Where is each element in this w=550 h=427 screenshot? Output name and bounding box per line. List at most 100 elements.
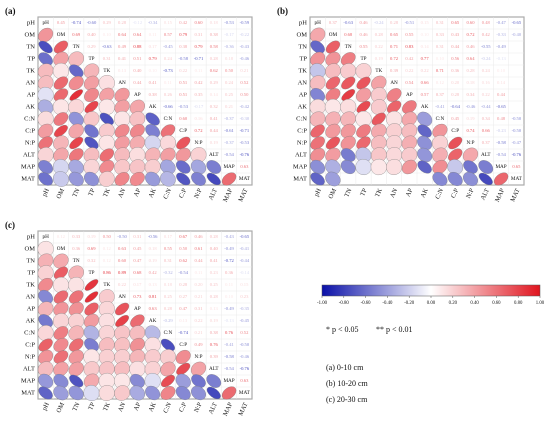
coefficient: 0.44 <box>497 92 506 97</box>
correlation-ellipse <box>206 374 222 388</box>
coefficient: 0.79 <box>149 56 158 61</box>
correlation-ellipse <box>478 160 494 174</box>
correlation-ellipse <box>417 124 432 138</box>
correlation-ellipse <box>69 89 83 101</box>
correlation-ellipse <box>53 338 69 352</box>
correlation-ellipse <box>462 147 479 163</box>
row-label: MAT <box>293 175 307 182</box>
column-label: C:N <box>434 187 445 200</box>
column-label: TN <box>71 401 81 412</box>
correlation-ellipse <box>53 350 69 364</box>
coefficient: 0.28 <box>210 56 219 61</box>
coefficient: 0.11 <box>195 270 204 275</box>
colorbar-tick-label: 0.60 <box>492 301 501 306</box>
coefficient: 0.44 <box>451 44 460 49</box>
row-label: pH <box>27 19 35 26</box>
coefficient: 0.46 <box>194 234 203 239</box>
coefficient: -0.17 <box>224 32 234 37</box>
diagonal-label: TN <box>73 258 80 264</box>
correlation-ellipse <box>83 111 100 127</box>
coefficient: 0.21 <box>194 330 203 335</box>
coefficient: -0.32 <box>163 270 173 275</box>
panel-label: (c) <box>5 220 15 230</box>
coefficient: 0.12 <box>103 246 112 251</box>
coefficient: -0.49 <box>224 246 234 251</box>
diagonal-label: C:P <box>179 128 187 134</box>
correlation-ellipse <box>176 362 191 376</box>
coefficient: 0.38 <box>149 92 158 97</box>
coefficient: -0.24 <box>481 56 491 61</box>
coefficient: 0.51 <box>179 80 188 85</box>
correlation-ellipse <box>38 123 54 139</box>
coefficient: -0.47 <box>512 140 522 145</box>
diagonal-label: OM <box>329 32 338 38</box>
coefficient: 0.48 <box>482 20 491 25</box>
row-label: TP <box>27 269 35 276</box>
coefficient: 0.37 <box>482 140 491 145</box>
correlation-ellipse <box>38 314 53 328</box>
coefficient: 0.68 <box>133 270 142 275</box>
coefficient: -0.46 <box>240 354 250 359</box>
correlation-ellipse <box>129 337 145 353</box>
correlation-ellipse <box>340 52 356 66</box>
coefficient: 0.22 <box>421 68 430 73</box>
column-label: MAT <box>509 187 521 202</box>
correlation-ellipse <box>53 361 69 377</box>
coefficient: 0.28 <box>179 282 188 287</box>
correlation-ellipse <box>145 385 161 401</box>
correlation-ellipse <box>69 64 84 78</box>
correlation-ellipse <box>69 338 84 352</box>
correlation-ellipse <box>68 385 84 401</box>
coefficient: 0.42 <box>482 32 491 37</box>
coefficient: -0.44 <box>240 258 250 263</box>
correlation-ellipse <box>417 160 432 174</box>
coefficient: -0.13 <box>496 56 506 61</box>
correlation-ellipse <box>129 385 146 401</box>
row-label: pH <box>27 233 35 240</box>
correlation-ellipse <box>129 360 146 378</box>
coefficient: 0.48 <box>497 116 506 121</box>
coefficient: 0.29 <box>210 80 219 85</box>
coefficient: 0.31 <box>436 20 445 25</box>
coefficient: -0.50 <box>240 342 250 347</box>
correlation-ellipse <box>84 136 99 150</box>
correlation-ellipse <box>356 76 371 90</box>
coefficient: 0.71 <box>390 44 399 49</box>
coefficient: 0.14 <box>497 80 506 85</box>
coefficient: -0.65 <box>496 104 506 109</box>
coefficient: 0.46 <box>466 44 475 49</box>
coefficient: -0.40 <box>512 32 522 37</box>
correlation-ellipse <box>340 160 356 174</box>
coefficient: -0.61 <box>224 128 234 133</box>
correlation-ellipse <box>53 147 69 163</box>
diagonal-label: TN <box>345 44 352 50</box>
correlation-ellipse <box>53 88 69 102</box>
coefficient: 0.29 <box>87 44 96 49</box>
correlation-ellipse <box>53 112 69 126</box>
coefficient: -0.44 <box>481 104 491 109</box>
correlation-ellipse <box>84 88 99 102</box>
diagonal-label: MAT <box>239 176 251 182</box>
coefficient: 0.49 <box>194 342 203 347</box>
row-label: ALT <box>23 365 35 372</box>
correlation-ellipse <box>356 100 371 114</box>
coefficient: -0.76 <box>512 152 522 157</box>
coefficient: -0.37 <box>224 140 234 145</box>
correlation-ellipse <box>84 302 99 316</box>
coefficient: 0.44 <box>133 80 142 85</box>
column-label: N:P <box>193 401 204 413</box>
colorbar <box>321 284 541 297</box>
correlation-ellipse <box>68 325 84 341</box>
coefficient: 0.51 <box>133 56 142 61</box>
correlation-ellipse <box>68 290 84 304</box>
correlation-ellipse <box>325 147 341 163</box>
coefficient: 0.33 <box>436 32 445 37</box>
row-label: OM <box>25 31 36 38</box>
coefficient: -0.46 <box>240 56 250 61</box>
depth: (b) 10-20 cm <box>326 379 369 388</box>
coefficient: 0.58 <box>210 44 219 49</box>
correlation-ellipse <box>206 386 221 400</box>
coefficient: 0.17 <box>164 234 173 239</box>
column-label: C:N <box>162 401 173 414</box>
correlation-ellipse <box>206 160 222 174</box>
